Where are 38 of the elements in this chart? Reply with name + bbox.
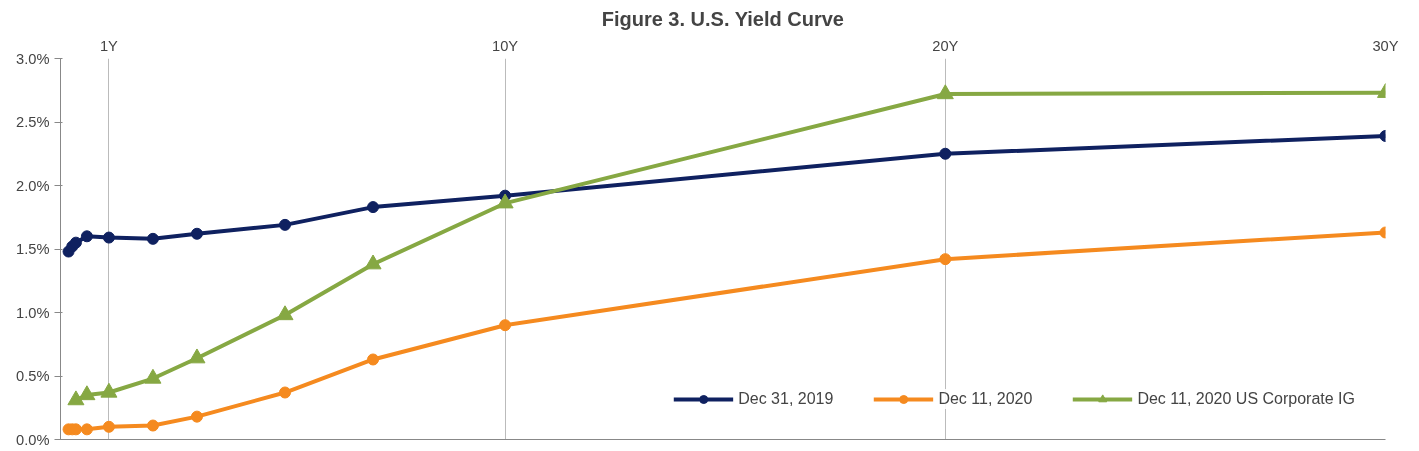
point [279, 218, 291, 231]
y-tick-label: 2.0% [16, 177, 50, 194]
y-tick-label: 0.5% [16, 368, 50, 384]
point [188, 348, 206, 364]
point [190, 227, 203, 240]
legend-label: Dec 11, 2020 [938, 390, 1033, 408]
point [67, 390, 85, 406]
point [279, 386, 291, 399]
point [146, 232, 159, 245]
y-tick-label: 1.5% [16, 241, 50, 257]
point [939, 147, 952, 160]
point [496, 193, 514, 209]
x-tick-label: 20Y [932, 37, 959, 54]
y-tick-label: 0.0% [16, 431, 50, 448]
point [69, 236, 82, 249]
point [499, 319, 512, 332]
x-tick-label: 10Y [492, 37, 519, 54]
point [102, 231, 115, 244]
point [146, 419, 159, 432]
point [936, 84, 954, 100]
point [190, 410, 203, 423]
y-tick-label: 1.0% [16, 304, 50, 321]
point [102, 420, 115, 433]
legend-label: Dec 11, 2020 US Corporate IG [1137, 390, 1355, 408]
point [367, 201, 380, 214]
legend-label: Dec 31, 2019 [738, 390, 834, 408]
point [367, 353, 380, 366]
point [80, 423, 93, 436]
chart-title: Figure 3. U.S. Yield Curve [601, 7, 844, 30]
y-tick-label: 2.5% [16, 114, 50, 130]
x-tick-label: 1Y [99, 37, 119, 54]
y-tick-label: 3.0% [16, 50, 50, 67]
point [78, 385, 96, 401]
point [364, 254, 382, 270]
x-tick-label: 30Y [1372, 37, 1399, 54]
point [276, 305, 294, 321]
point [939, 253, 952, 266]
point [80, 230, 93, 243]
